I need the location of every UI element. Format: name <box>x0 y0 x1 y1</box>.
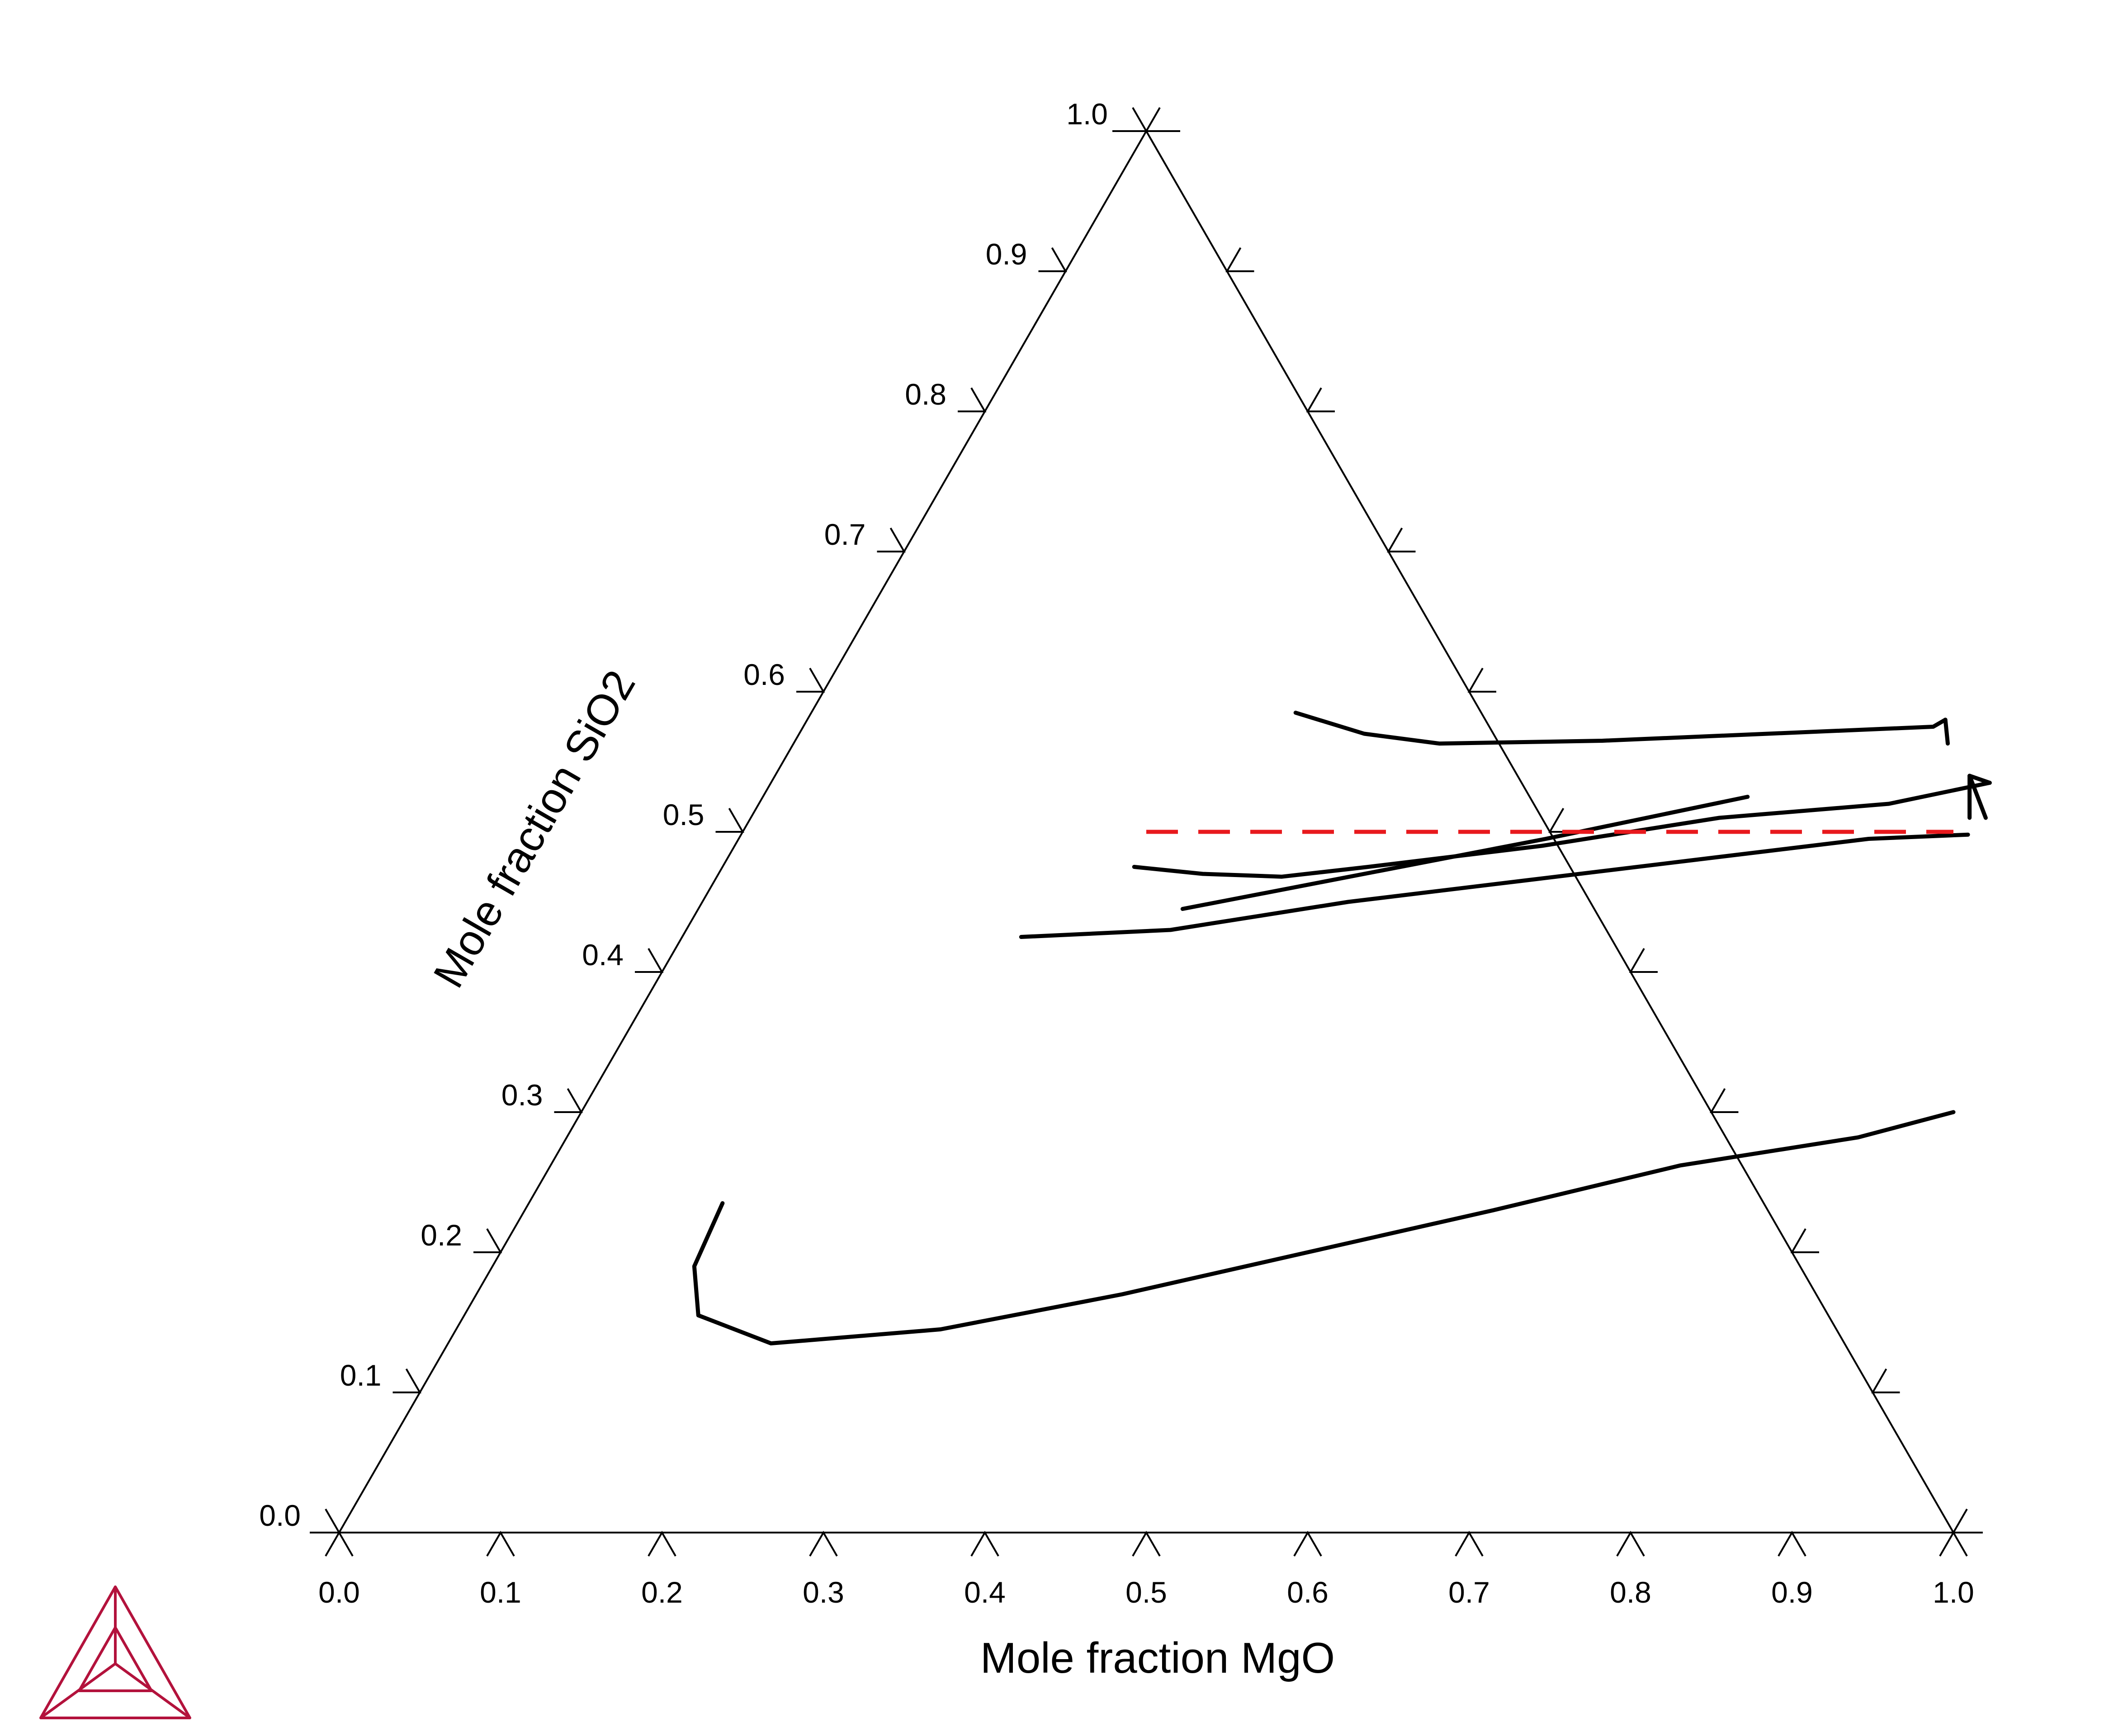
y-tick-mark <box>796 668 825 693</box>
x-tick-mark <box>486 1531 515 1557</box>
y-tick-mark <box>1038 247 1067 272</box>
x-tick-mark <box>1778 1531 1806 1557</box>
y-tick-label: 0.8 <box>905 377 946 411</box>
right-edge-tick-mark <box>1710 1088 1739 1113</box>
x-tick-mark <box>648 1531 676 1557</box>
x-tick-label: 0.7 <box>1448 1576 1490 1609</box>
x-tick-mark <box>1455 1531 1484 1557</box>
x-tick-label: 0.9 <box>1771 1576 1813 1609</box>
y-tick-label: 0.1 <box>340 1359 382 1392</box>
x-tick-mark <box>325 1531 354 1557</box>
x-tick-mark <box>970 1531 999 1557</box>
y-tick-label: 0.9 <box>986 237 1027 271</box>
right-edge-tick-mark <box>1467 668 1496 693</box>
y-tick-mark <box>473 1228 502 1253</box>
right-edge-tick-mark <box>1952 1509 1981 1533</box>
tick-labels: 0.0 0.1 0.2 0.3 0.4 0.5 0.6 0.7 0.8 0.9 1.0 0.0 0.1 0… <box>259 97 1974 1609</box>
right-edge-tick-mark <box>1871 1368 1900 1393</box>
x-tick-label: 0.6 <box>1287 1576 1329 1609</box>
right-edge-tick-mark <box>1144 107 1173 132</box>
x-tick-label: 0.4 <box>964 1576 1006 1609</box>
y-tick-mark <box>1119 107 1148 132</box>
tick-marks <box>310 107 1983 1557</box>
right-edge-tick-mark <box>1548 808 1577 833</box>
x-tick-label: 0.1 <box>480 1576 521 1609</box>
y-tick-label: 0.6 <box>743 658 785 691</box>
y-tick-label: 0.7 <box>824 518 866 551</box>
y-tick-mark <box>312 1509 341 1533</box>
phase-boundary-curve-6 <box>1180 795 1750 911</box>
y-tick-label: 0.4 <box>582 938 624 972</box>
y-tick-mark <box>877 528 906 552</box>
phase-boundary-curve-3 <box>1132 781 1992 879</box>
x-tick-label: 0.0 <box>318 1576 360 1609</box>
phase-boundary-curve-5 <box>1967 774 1988 820</box>
phase-boundaries <box>692 711 1992 1345</box>
x-tick-mark <box>1939 1531 1968 1557</box>
x-tick-label: 1.0 <box>1933 1576 1974 1609</box>
x-tick-mark <box>1616 1531 1645 1557</box>
y-tick-label: 1.0 <box>1066 97 1108 131</box>
y-tick-label: 0.5 <box>663 798 704 831</box>
right-edge-tick-mark <box>1306 387 1335 412</box>
y-tick-mark <box>392 1368 421 1393</box>
phase-boundary-curve-2 <box>1943 717 1950 746</box>
y-tick-label: 0.2 <box>421 1218 462 1252</box>
x-axis-title: Mole fraction MgO <box>980 1634 1335 1682</box>
x-tick-mark <box>1293 1531 1322 1557</box>
x-tick-label: 0.8 <box>1610 1576 1651 1609</box>
right-edge-tick-mark <box>1629 948 1658 973</box>
x-tick-label: 0.5 <box>1125 1576 1167 1609</box>
phase-boundary-curve-7 <box>1019 832 1970 939</box>
y-tick-mark <box>635 948 664 973</box>
x-tick-mark <box>1132 1531 1161 1557</box>
phase-boundary-curve-8 <box>692 1110 1956 1345</box>
right-edge-tick-mark <box>1790 1228 1819 1253</box>
x-tick-mark <box>809 1531 838 1557</box>
phase-boundary-curve-1 <box>1293 711 1948 746</box>
y-tick-mark <box>958 387 987 412</box>
y-tick-label: 0.0 <box>259 1499 301 1532</box>
right-edge-tick-mark <box>1225 247 1254 272</box>
y-tick-label: 0.3 <box>501 1078 543 1112</box>
right-edge-tick-mark <box>1387 528 1416 552</box>
x-tick-label: 0.2 <box>641 1576 683 1609</box>
y-tick-mark <box>715 808 744 833</box>
thermo-calc-logo-icon <box>39 1585 191 1719</box>
y-tick-mark <box>554 1088 583 1113</box>
x-tick-label: 0.3 <box>803 1576 844 1609</box>
